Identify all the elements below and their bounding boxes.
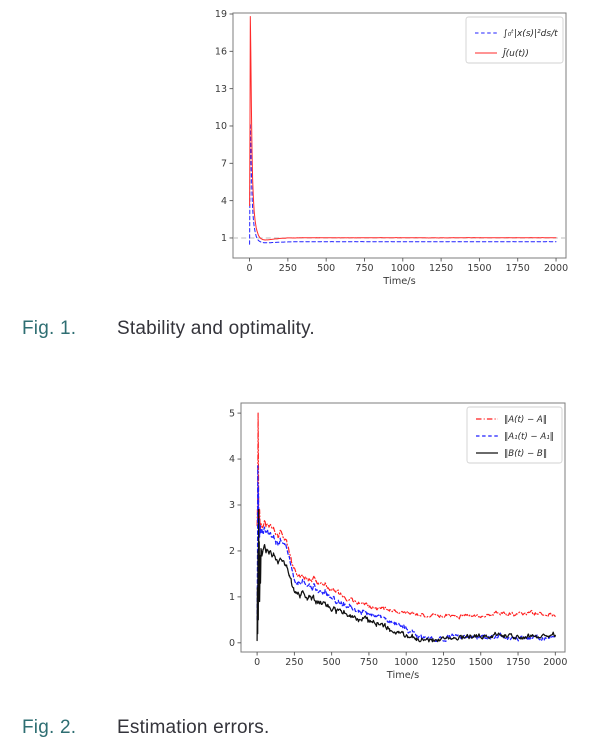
legend-label: ‖A(t) − A‖ [504,415,547,425]
x-tick-label: 1000 [391,263,415,274]
y-tick-label: 4 [221,196,227,207]
y-tick-label: 13 [215,84,227,95]
x-tick-label: 0 [254,657,260,668]
x-tick-label: 500 [323,657,341,668]
axes-frame [240,402,566,653]
y-tick-label: 0 [229,638,235,649]
x-tick-label: 1500 [467,263,491,274]
legend: ∫₀ᵗ|x(s)|²ds/t J̄(u(t)) [465,16,564,64]
x-tick-label: 1750 [506,263,530,274]
y-tick-label: 5 [229,408,235,419]
legend-box [465,16,564,64]
y-tick-label: 7 [221,159,227,170]
x-tick-label: 750 [355,263,373,274]
x-tick-label: 1250 [429,263,453,274]
series-∫₀ᵗ|x(s)|²ds/t [249,123,557,245]
y-tick-label: 4 [229,454,235,465]
legend-label: J̄(u(t)) [501,47,529,59]
series-J̄(u(t)) [249,16,557,241]
y-tick-label: 2 [229,546,235,557]
legend: ‖A(t) − A‖ ‖A₁(t) − A₁‖ ‖B(t) − B‖ [466,406,563,464]
axes-frame [232,12,567,259]
figure-2-caption-text: Estimation errors. [117,717,270,738]
figure-1-caption-text: Stability and optimality. [117,318,315,339]
legend-label: ∫₀ᵗ|x(s)|²ds/t [503,29,558,39]
legend-box [466,406,563,464]
y-tick-label: 3 [229,500,235,511]
y-tick-label: 1 [229,592,235,603]
x-axis-label: Time/s [386,670,419,681]
series-‖B(t) − B‖ [256,508,556,643]
x-tick-label: 2000 [544,263,568,274]
y-tick-label: 1 [221,233,227,244]
x-tick-label: 750 [360,657,378,668]
figure-2-caption: Fig. 2. Estimation errors. [22,717,269,739]
x-tick-label: 1500 [469,657,493,668]
series-‖A₁(t) − A₁‖ [256,465,556,644]
figure-2-chart: 0 250 500 750 1000 1250 1500 1750 2000 0 1 2 3 4 5 Time… [229,402,567,681]
x-tick-label: 250 [285,657,303,668]
figure-1-chart: 0 250 500 750 1000 1250 1500 1750 2000 1 4 7 10 13 16 1… [215,9,568,287]
y-tick-label: 19 [215,9,227,20]
series-‖A(t) − A‖ [256,412,556,620]
x-tick-label: 250 [279,263,297,274]
x-axis-label: Time/s [382,276,415,287]
legend-label: ‖B(t) − B‖ [504,449,547,459]
figure-1-caption: Fig. 1. Stability and optimality. [22,318,315,340]
y-tick-label: 10 [215,121,227,132]
x-tick-label: 2000 [543,657,567,668]
legend-label: ‖A₁(t) − A₁‖ [504,432,554,442]
figure-2-caption-label: Fig. 2. [22,717,77,738]
figure-1-caption-label: Fig. 1. [22,318,77,339]
x-tick-label: 1250 [431,657,455,668]
x-tick-label: 500 [317,263,335,274]
x-tick-label: 1750 [506,657,530,668]
y-tick-label: 16 [215,47,227,58]
x-tick-label: 1000 [394,657,418,668]
x-tick-label: 0 [247,263,253,274]
